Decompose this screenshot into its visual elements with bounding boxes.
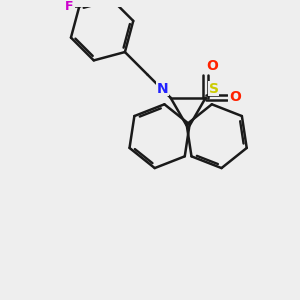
Text: S: S bbox=[208, 82, 219, 96]
Text: F: F bbox=[65, 0, 74, 13]
Text: O: O bbox=[229, 90, 241, 104]
Text: N: N bbox=[157, 82, 169, 96]
Text: O: O bbox=[207, 59, 219, 73]
